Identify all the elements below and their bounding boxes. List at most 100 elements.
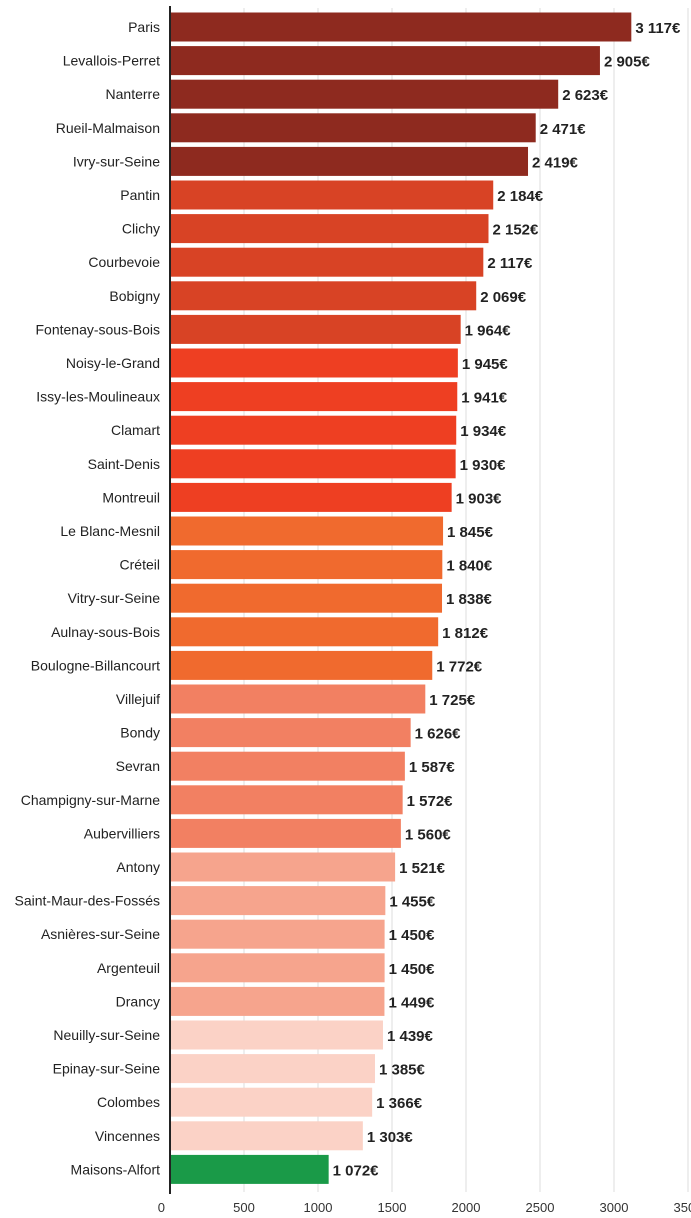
bar	[170, 180, 494, 210]
bar	[170, 550, 443, 580]
value-label: 1 572€	[407, 793, 454, 810]
value-label: 1 439€	[387, 1028, 434, 1045]
x-tick-label: 2500	[526, 1200, 555, 1215]
value-label: 2 419€	[532, 154, 579, 171]
category-label: Colombes	[97, 1094, 160, 1110]
value-label: 3 117€	[635, 20, 681, 37]
value-label: 1 945€	[462, 356, 509, 373]
value-label: 1 366€	[376, 1095, 423, 1112]
bar	[170, 348, 458, 378]
bar	[170, 1154, 329, 1184]
value-label: 2 117€	[487, 255, 533, 272]
bar	[170, 1054, 375, 1084]
category-label: Pantin	[120, 187, 160, 203]
category-label: Asnières-sur-Seine	[41, 926, 160, 942]
value-label: 1 845€	[447, 524, 494, 541]
bar	[170, 718, 411, 748]
value-label: 1 072€	[333, 1162, 380, 1179]
category-label: Paris	[128, 19, 160, 35]
bar	[170, 852, 396, 882]
bar	[170, 46, 600, 76]
bar	[170, 214, 489, 244]
category-label: Boulogne-Billancourt	[31, 657, 160, 673]
category-label: Aubervilliers	[84, 825, 160, 841]
value-label: 1 934€	[460, 423, 507, 440]
bar	[170, 617, 439, 647]
value-label: 2 905€	[604, 54, 651, 71]
bar	[170, 12, 632, 42]
category-label: Clichy	[122, 221, 160, 237]
bar	[170, 583, 443, 613]
value-label: 1 930€	[460, 457, 507, 474]
bar	[170, 986, 385, 1016]
value-label: 1 725€	[429, 692, 476, 709]
x-axis-ticks: 0 500 1000 1500 2000 2500 3000 3500	[158, 1200, 691, 1215]
category-label: Créteil	[120, 557, 160, 573]
bar	[170, 818, 401, 848]
bar	[170, 415, 457, 445]
value-label: 1 587€	[409, 759, 456, 776]
value-label: 1 838€	[446, 591, 493, 608]
value-label: 2 152€	[492, 222, 539, 239]
category-label: Rueil-Malmaison	[56, 120, 160, 136]
category-label: Vincennes	[95, 1128, 160, 1144]
category-label: Champigny-sur-Marne	[21, 792, 160, 808]
value-label: 2 184€	[497, 188, 544, 205]
category-label: Villejuif	[116, 691, 160, 707]
bar	[170, 1020, 383, 1050]
category-label: Vitry-sur-Seine	[68, 590, 161, 606]
bar	[170, 113, 536, 143]
bar	[170, 650, 433, 680]
value-label: 2 623€	[562, 87, 609, 104]
category-label: Bobigny	[109, 288, 160, 304]
x-tick-label: 3500	[674, 1200, 691, 1215]
bar	[170, 516, 444, 546]
category-label: Maisons-Alfort	[71, 1161, 161, 1177]
bars	[170, 12, 632, 1184]
bar	[170, 482, 452, 512]
bar	[170, 146, 529, 176]
category-label: Issy-les-Moulineaux	[36, 389, 160, 405]
category-label: Saint-Maur-des-Fossés	[15, 893, 161, 909]
category-label: Argenteuil	[97, 960, 160, 976]
category-label: Aulnay-sous-Bois	[51, 624, 160, 640]
category-label: Courbevoie	[88, 254, 160, 270]
bar	[170, 79, 559, 109]
value-label: 2 069€	[480, 289, 527, 306]
category-label: Clamart	[111, 422, 160, 438]
bar	[170, 314, 461, 344]
value-label: 1 812€	[442, 625, 489, 642]
value-label: 1 964€	[465, 322, 512, 339]
value-label: 1 521€	[399, 860, 446, 877]
category-label: Nanterre	[106, 86, 161, 102]
bar	[170, 785, 403, 815]
category-label: Epinay-sur-Seine	[53, 1061, 161, 1077]
bar	[170, 1121, 363, 1151]
value-label: 1 560€	[405, 826, 452, 843]
category-label: Le Blanc-Mesnil	[60, 523, 160, 539]
value-label: 1 840€	[446, 558, 493, 575]
bar	[170, 751, 405, 781]
bar	[170, 919, 385, 949]
x-tick-label: 2000	[452, 1200, 481, 1215]
category-labels: Paris Levallois-Perret Nanterre Rueil-Malma…	[15, 19, 161, 1177]
value-label: 1 385€	[379, 1062, 426, 1079]
x-tick-label: 1000	[304, 1200, 333, 1215]
category-label: Ivry-sur-Seine	[73, 153, 160, 169]
value-label: 1 941€	[461, 390, 508, 407]
x-tick-label: 0	[158, 1200, 165, 1215]
value-label: 1 449€	[388, 994, 435, 1011]
bar	[170, 247, 484, 277]
value-labels: 3 117€ 2 905€ 2 623€ 2 471€ 2 419€ 2 184€ 2 15…	[333, 20, 681, 1179]
bar	[170, 449, 456, 479]
bar	[170, 281, 477, 311]
bar	[170, 1087, 373, 1117]
bar	[170, 684, 426, 714]
x-tick-label: 500	[233, 1200, 255, 1215]
value-label: 1 455€	[389, 894, 436, 911]
category-label: Bondy	[120, 725, 160, 741]
value-label: 2 471€	[540, 121, 587, 138]
value-label: 1 450€	[389, 927, 436, 944]
category-label: Montreuil	[102, 489, 160, 505]
